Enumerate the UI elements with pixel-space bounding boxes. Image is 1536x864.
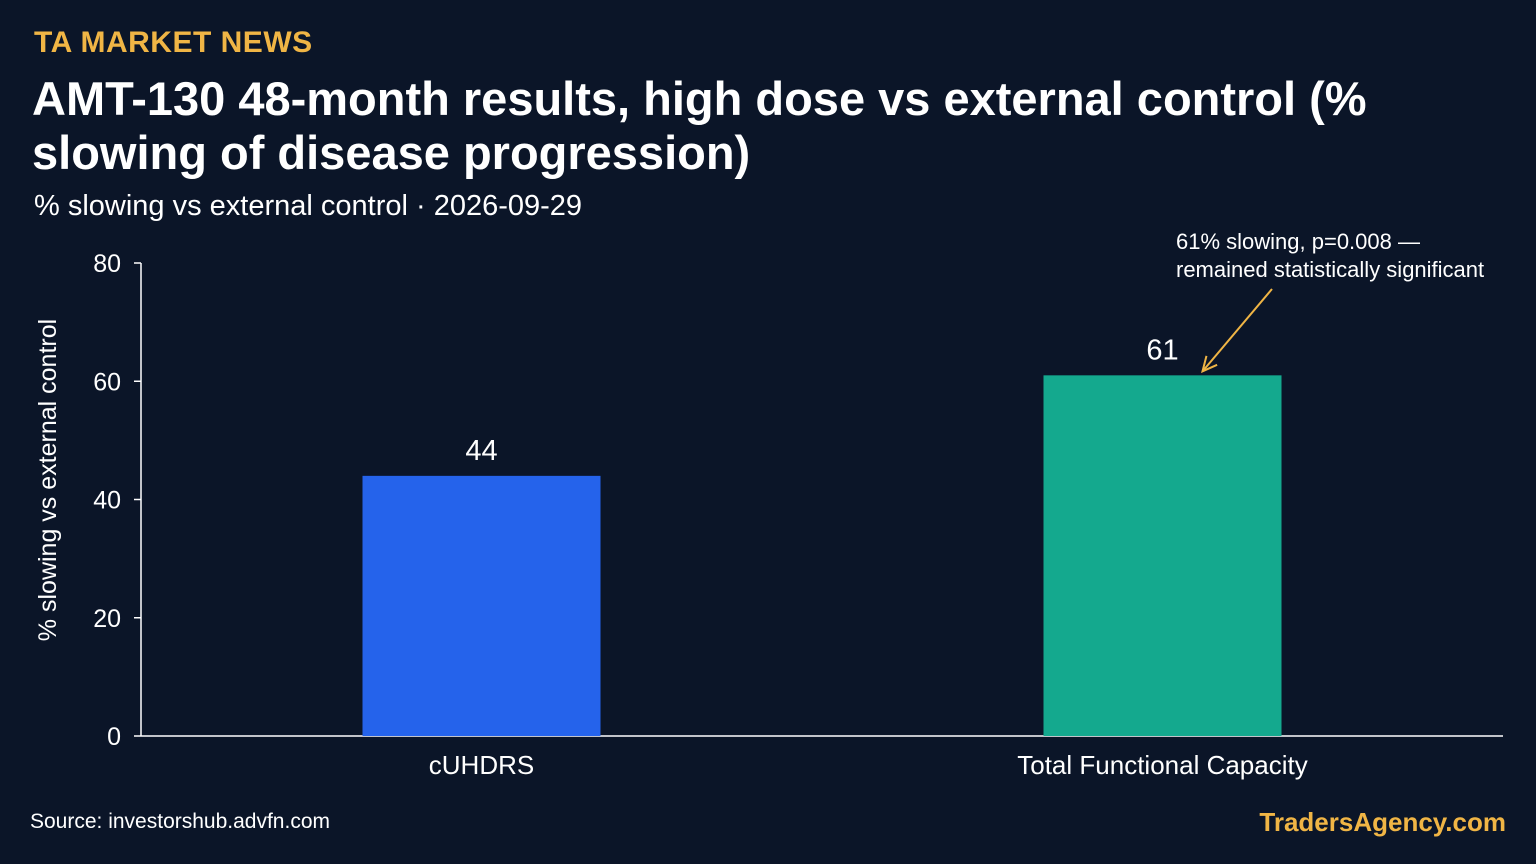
y-tick-label: 20 [93,605,121,633]
annotation-line-1: 61% slowing, p=0.008 — [1176,229,1420,254]
y-tick-label: 40 [93,487,121,515]
annotation-arrow-head-icon [1201,355,1218,374]
annotation-line-2: remained statistically significant [1176,257,1484,282]
bar-2 [1043,375,1282,736]
chart-title: AMT-130 48-month results, high dose vs e… [32,72,1367,179]
bar-1 [362,475,601,736]
brand-label: TA MARKET NEWS [34,26,313,59]
y-tick-label: 60 [93,368,121,396]
bar-value-label: 44 [465,435,497,467]
annotation-arrow-line [1201,288,1273,372]
chart-subtitle: % slowing vs external control · 2026-09-… [34,190,583,222]
x-tick-label: Total Functional Capacity [1017,750,1307,780]
x-tick-label: cUHDRS [429,750,534,780]
y-tick-label: 80 [93,250,121,278]
source-note: Source: investorshub.advfn.com [30,810,330,833]
y-axis-label: % slowing vs external control [34,319,62,641]
bar-value-label: 61 [1146,334,1178,366]
footer-brand: TradersAgency.com [1259,807,1506,837]
y-tick-label: 0 [107,723,121,751]
